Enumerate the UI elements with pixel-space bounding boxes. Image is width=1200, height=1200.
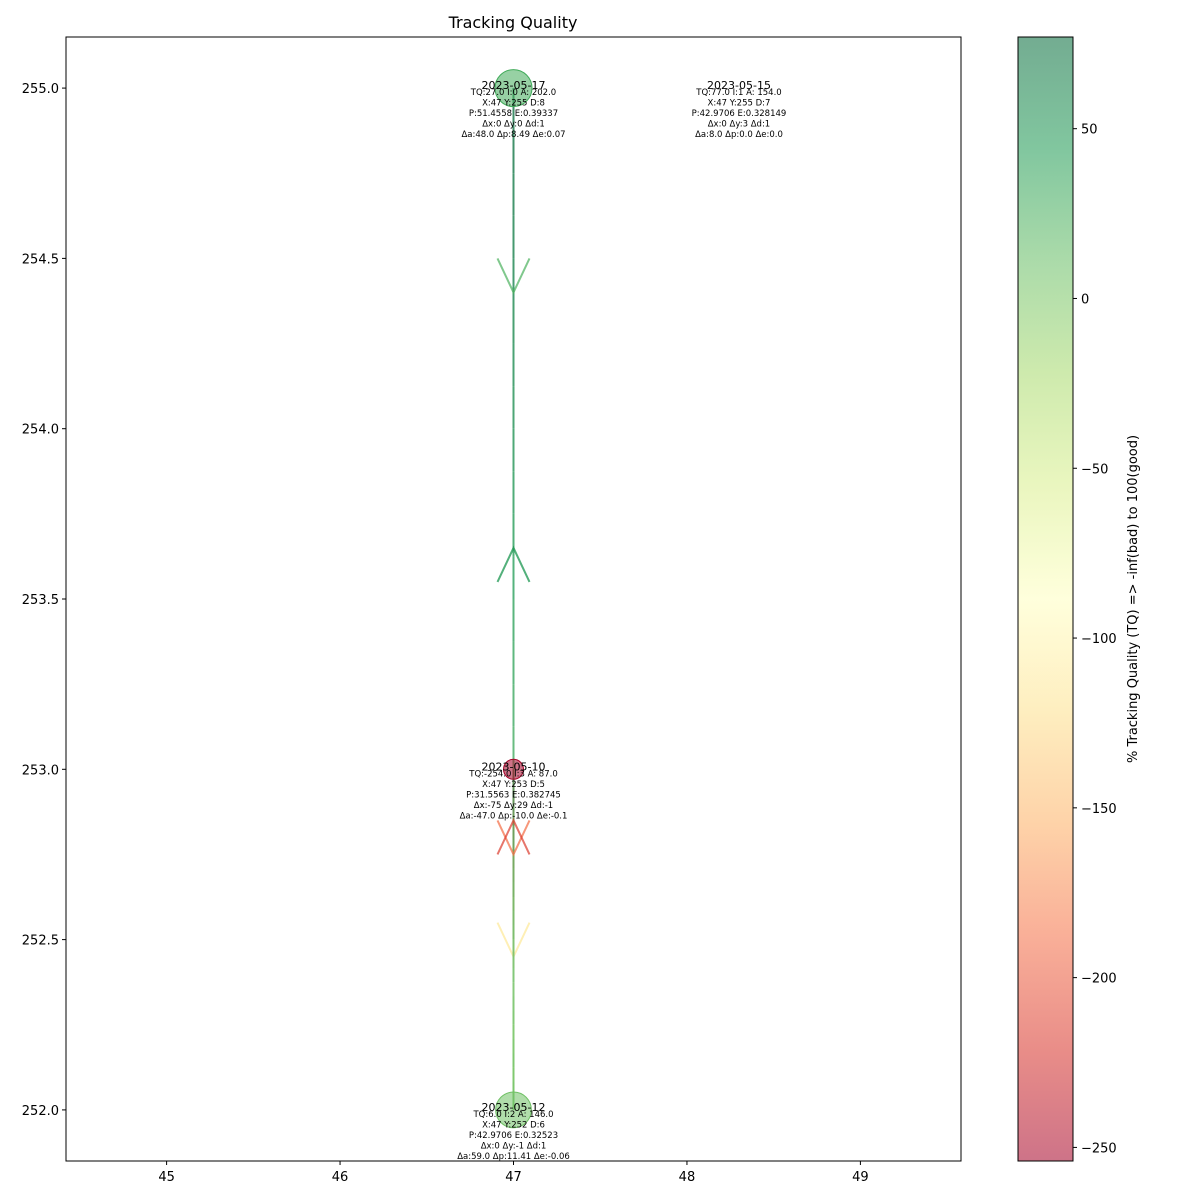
colorbar-tick-label: −150	[1081, 802, 1117, 817]
point-annotation-line: TQ:77.0 I:1 A: 154.0	[695, 88, 781, 98]
point-annotation-line: X:47 Y:255 D:8	[482, 99, 545, 109]
point-annotation-line: Δx:-75 Δy:29 Δd:-1	[474, 801, 553, 811]
x-tick-label: 47	[505, 1170, 522, 1185]
point-annotation-line: Δa:59.0 Δp:11.41 Δe:-0.06	[457, 1152, 570, 1162]
data-point	[503, 758, 524, 780]
point-date-label: 2023-05-12	[482, 1101, 546, 1114]
point-annotation-line: X:47 Y:252 D:6	[482, 1120, 545, 1130]
colorbar-tick-label: 50	[1081, 123, 1098, 138]
point-annotation-line: TQ:27.0 I:0 A: 202.0	[470, 88, 556, 98]
y-tick-label: 254.5	[22, 252, 59, 267]
colorbar-gradient	[1017, 36, 1074, 1162]
point-annotation-line: P:42.9706 E:0.328149	[692, 109, 787, 119]
point-annotation-line: P:31.5563 E:0.382745	[466, 790, 561, 800]
point-date-label: 2023-05-10	[482, 760, 546, 773]
y-tick-label: 253.0	[22, 763, 59, 778]
colorbar-label: % Tracking Quality (TQ) => -inf(bad) to …	[1126, 435, 1141, 763]
trajectory-arrow	[496, 818, 531, 855]
point-annotation-line: X:47 Y:255 D:7	[708, 99, 771, 109]
colorbar-tick-label: −50	[1081, 462, 1108, 477]
colorbar-tick-label: −250	[1081, 1141, 1117, 1156]
colorbar: % Tracking Quality (TQ) => -inf(bad) to …	[1017, 36, 1141, 1162]
data-point	[494, 69, 533, 108]
point-annotation-line: Δa:-47.0 Δp:-10.0 Δe:-0.1	[460, 811, 568, 821]
x-tick-label: 48	[679, 1170, 696, 1185]
y-tick-label: 252.5	[22, 934, 59, 949]
colorbar-tick-label: −200	[1081, 972, 1117, 987]
trajectory-arrow	[496, 545, 531, 583]
colorbar-tick-label: 0	[1081, 292, 1089, 307]
x-tick-label: 46	[332, 1170, 349, 1185]
y-tick-label: 253.5	[22, 593, 59, 608]
point-date-label: 2023-05-17	[482, 79, 546, 92]
point-date-label: 2023-05-15	[707, 79, 771, 92]
y-tick-label: 254.0	[22, 423, 59, 438]
point-annotation-line: Δa:48.0 Δp:8.49 Δe:0.07	[461, 130, 565, 140]
point-annotation-line: Δx:0 Δy:-1 Δd:1	[481, 1141, 547, 1151]
x-tick-label: 45	[158, 1170, 175, 1185]
point-annotation-line: TQ:6.0 I:2 A: 146.0	[472, 1110, 553, 1120]
colorbar-tick-label: −100	[1081, 632, 1117, 647]
x-tick-label: 49	[852, 1170, 869, 1185]
trajectory-arrow	[496, 258, 531, 295]
point-annotation-line: P:42.9706 E:0.32523	[469, 1131, 558, 1141]
chart-title: Tracking Quality	[448, 13, 578, 32]
y-tick-label: 252.0	[22, 1104, 59, 1119]
point-annotation-line: Δa:8.0 Δp:0.0 Δe:0.0	[695, 130, 783, 140]
point-annotation-line: P:51.4558 E:0.39337	[469, 109, 558, 119]
point-annotation-line: X:47 Y:253 D:5	[482, 780, 545, 790]
y-tick-label: 255.0	[22, 82, 59, 97]
point-annotation-line: Δx:0 Δy:3 Δd:1	[708, 120, 771, 130]
trajectory-arrow	[496, 820, 531, 857]
point-annotation-line: TQ:-254.0 I:3 A: 87.0	[468, 769, 558, 779]
data-point	[495, 1091, 532, 1129]
axes: 45 46 47 48 49 252.0 252.5 253.0 253.5 254.0 254.5…	[22, 36, 962, 1185]
point-annotation-line: Δx:0 Δy:0 Δd:1	[482, 120, 545, 130]
